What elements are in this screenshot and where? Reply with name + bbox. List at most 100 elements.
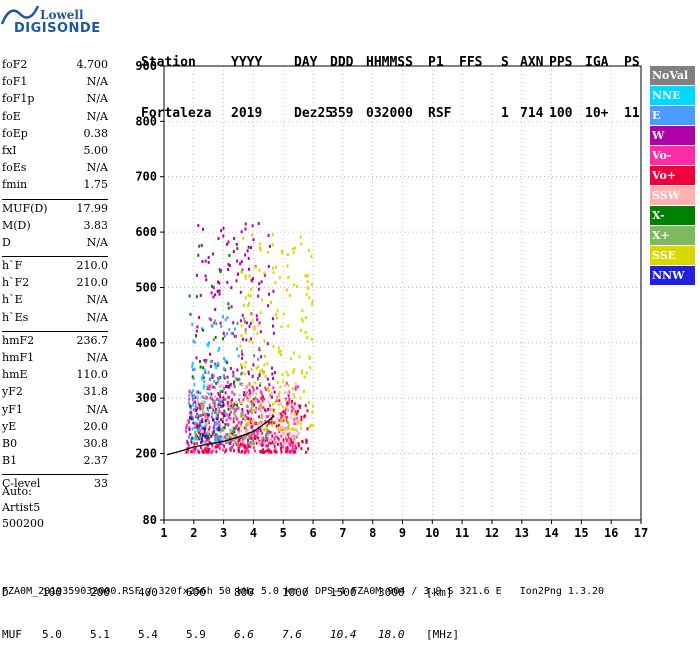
echo-point xyxy=(201,377,204,381)
echo-point xyxy=(296,433,299,437)
echo-point xyxy=(213,423,216,427)
echo-point xyxy=(287,391,289,394)
echo-point xyxy=(267,400,270,404)
echo-point xyxy=(281,428,284,432)
distance-cell: 800 xyxy=(234,586,254,599)
echo-point xyxy=(298,355,301,359)
echo-point xyxy=(290,439,293,443)
echo-point xyxy=(209,352,212,356)
echo-point xyxy=(261,298,264,302)
echo-point xyxy=(266,436,269,440)
echo-point xyxy=(252,434,255,438)
echo-point xyxy=(271,414,274,418)
echo-point xyxy=(302,390,305,393)
echo-point xyxy=(212,430,215,434)
trace-curve xyxy=(166,415,275,456)
echo-point xyxy=(223,409,226,413)
echo-point xyxy=(249,409,252,413)
auto-artist: Artist5 xyxy=(2,501,41,514)
echo-point xyxy=(262,436,265,440)
echo-point xyxy=(213,427,216,431)
echo-point xyxy=(276,427,279,431)
echo-point xyxy=(187,401,190,405)
echo-point xyxy=(297,409,299,413)
echo-point xyxy=(198,450,201,454)
echo-point xyxy=(310,423,313,427)
echo-point xyxy=(229,383,232,386)
echo-point xyxy=(203,404,206,408)
echo-point xyxy=(240,324,243,328)
echo-point xyxy=(272,376,275,380)
y-tick-label: 600 xyxy=(135,225,157,239)
echo-point xyxy=(198,244,201,248)
echo-point xyxy=(186,450,189,454)
legend-item-noval: NoVal xyxy=(650,66,695,85)
echo-point xyxy=(252,388,255,392)
distance-cell: 1500 xyxy=(330,586,357,599)
param-name: hmF2 xyxy=(2,333,35,347)
echo-point xyxy=(237,427,240,431)
echo-point xyxy=(245,338,248,342)
echo-point xyxy=(221,420,224,424)
echo-point xyxy=(275,399,278,402)
echo-point xyxy=(310,337,313,341)
echo-point xyxy=(241,352,244,356)
echo-point xyxy=(218,421,221,424)
echo-point xyxy=(195,425,198,429)
echo-point xyxy=(233,237,236,240)
echo-point xyxy=(293,428,296,432)
echo-point xyxy=(266,342,269,346)
echo-point xyxy=(276,436,279,440)
echo-point xyxy=(281,432,284,436)
x-tick-label: 3 xyxy=(220,526,227,540)
echo-point xyxy=(274,450,277,454)
echo-point xyxy=(201,260,204,263)
echo-point xyxy=(251,374,254,378)
echo-point xyxy=(204,369,207,373)
echo-point xyxy=(259,242,262,246)
echo-point xyxy=(278,392,280,396)
echo-point xyxy=(249,294,252,298)
echo-point xyxy=(291,247,294,251)
echo-point xyxy=(219,431,222,435)
echo-point xyxy=(311,302,314,306)
echo-point xyxy=(241,410,244,414)
echo-point xyxy=(246,449,248,453)
echo-point xyxy=(218,289,221,293)
echo-point xyxy=(238,400,241,404)
echo-point xyxy=(195,295,198,299)
echo-point xyxy=(240,371,243,375)
echo-point xyxy=(263,339,266,343)
echo-point xyxy=(199,391,202,395)
echo-point xyxy=(215,411,218,415)
echo-point xyxy=(272,440,274,444)
echo-point xyxy=(211,411,214,415)
echo-point xyxy=(218,402,221,406)
echo-point xyxy=(197,390,200,394)
echo-point xyxy=(288,423,291,427)
param-row: MUF(D) 17.99 xyxy=(2,202,108,219)
file-info-footer: FZA0M_2019359032000.RSF / 320fx256h 50 k… xyxy=(2,586,605,597)
echo-point xyxy=(237,438,240,442)
param-row: foF1 N/A xyxy=(2,75,108,92)
muf-cell: 18.0 xyxy=(378,628,405,641)
echo-point xyxy=(250,337,252,341)
param-name: yF1 xyxy=(2,402,23,416)
echo-point xyxy=(251,385,254,389)
echo-point xyxy=(284,417,287,421)
x-tick-label: 5 xyxy=(280,526,287,540)
echo-point xyxy=(266,449,269,453)
echo-point xyxy=(194,433,197,437)
echo-point xyxy=(268,449,271,453)
legend-item-ssw: SSW xyxy=(650,186,695,205)
echo-point xyxy=(287,373,289,377)
echo-point xyxy=(306,335,309,339)
echo-point xyxy=(198,420,201,424)
echo-point xyxy=(263,273,266,277)
echo-point xyxy=(218,385,221,389)
param-value: 17.99 xyxy=(76,201,109,215)
echo-point xyxy=(297,444,300,448)
echo-point xyxy=(295,412,298,416)
echo-point xyxy=(278,412,281,416)
echo-point xyxy=(215,381,218,385)
